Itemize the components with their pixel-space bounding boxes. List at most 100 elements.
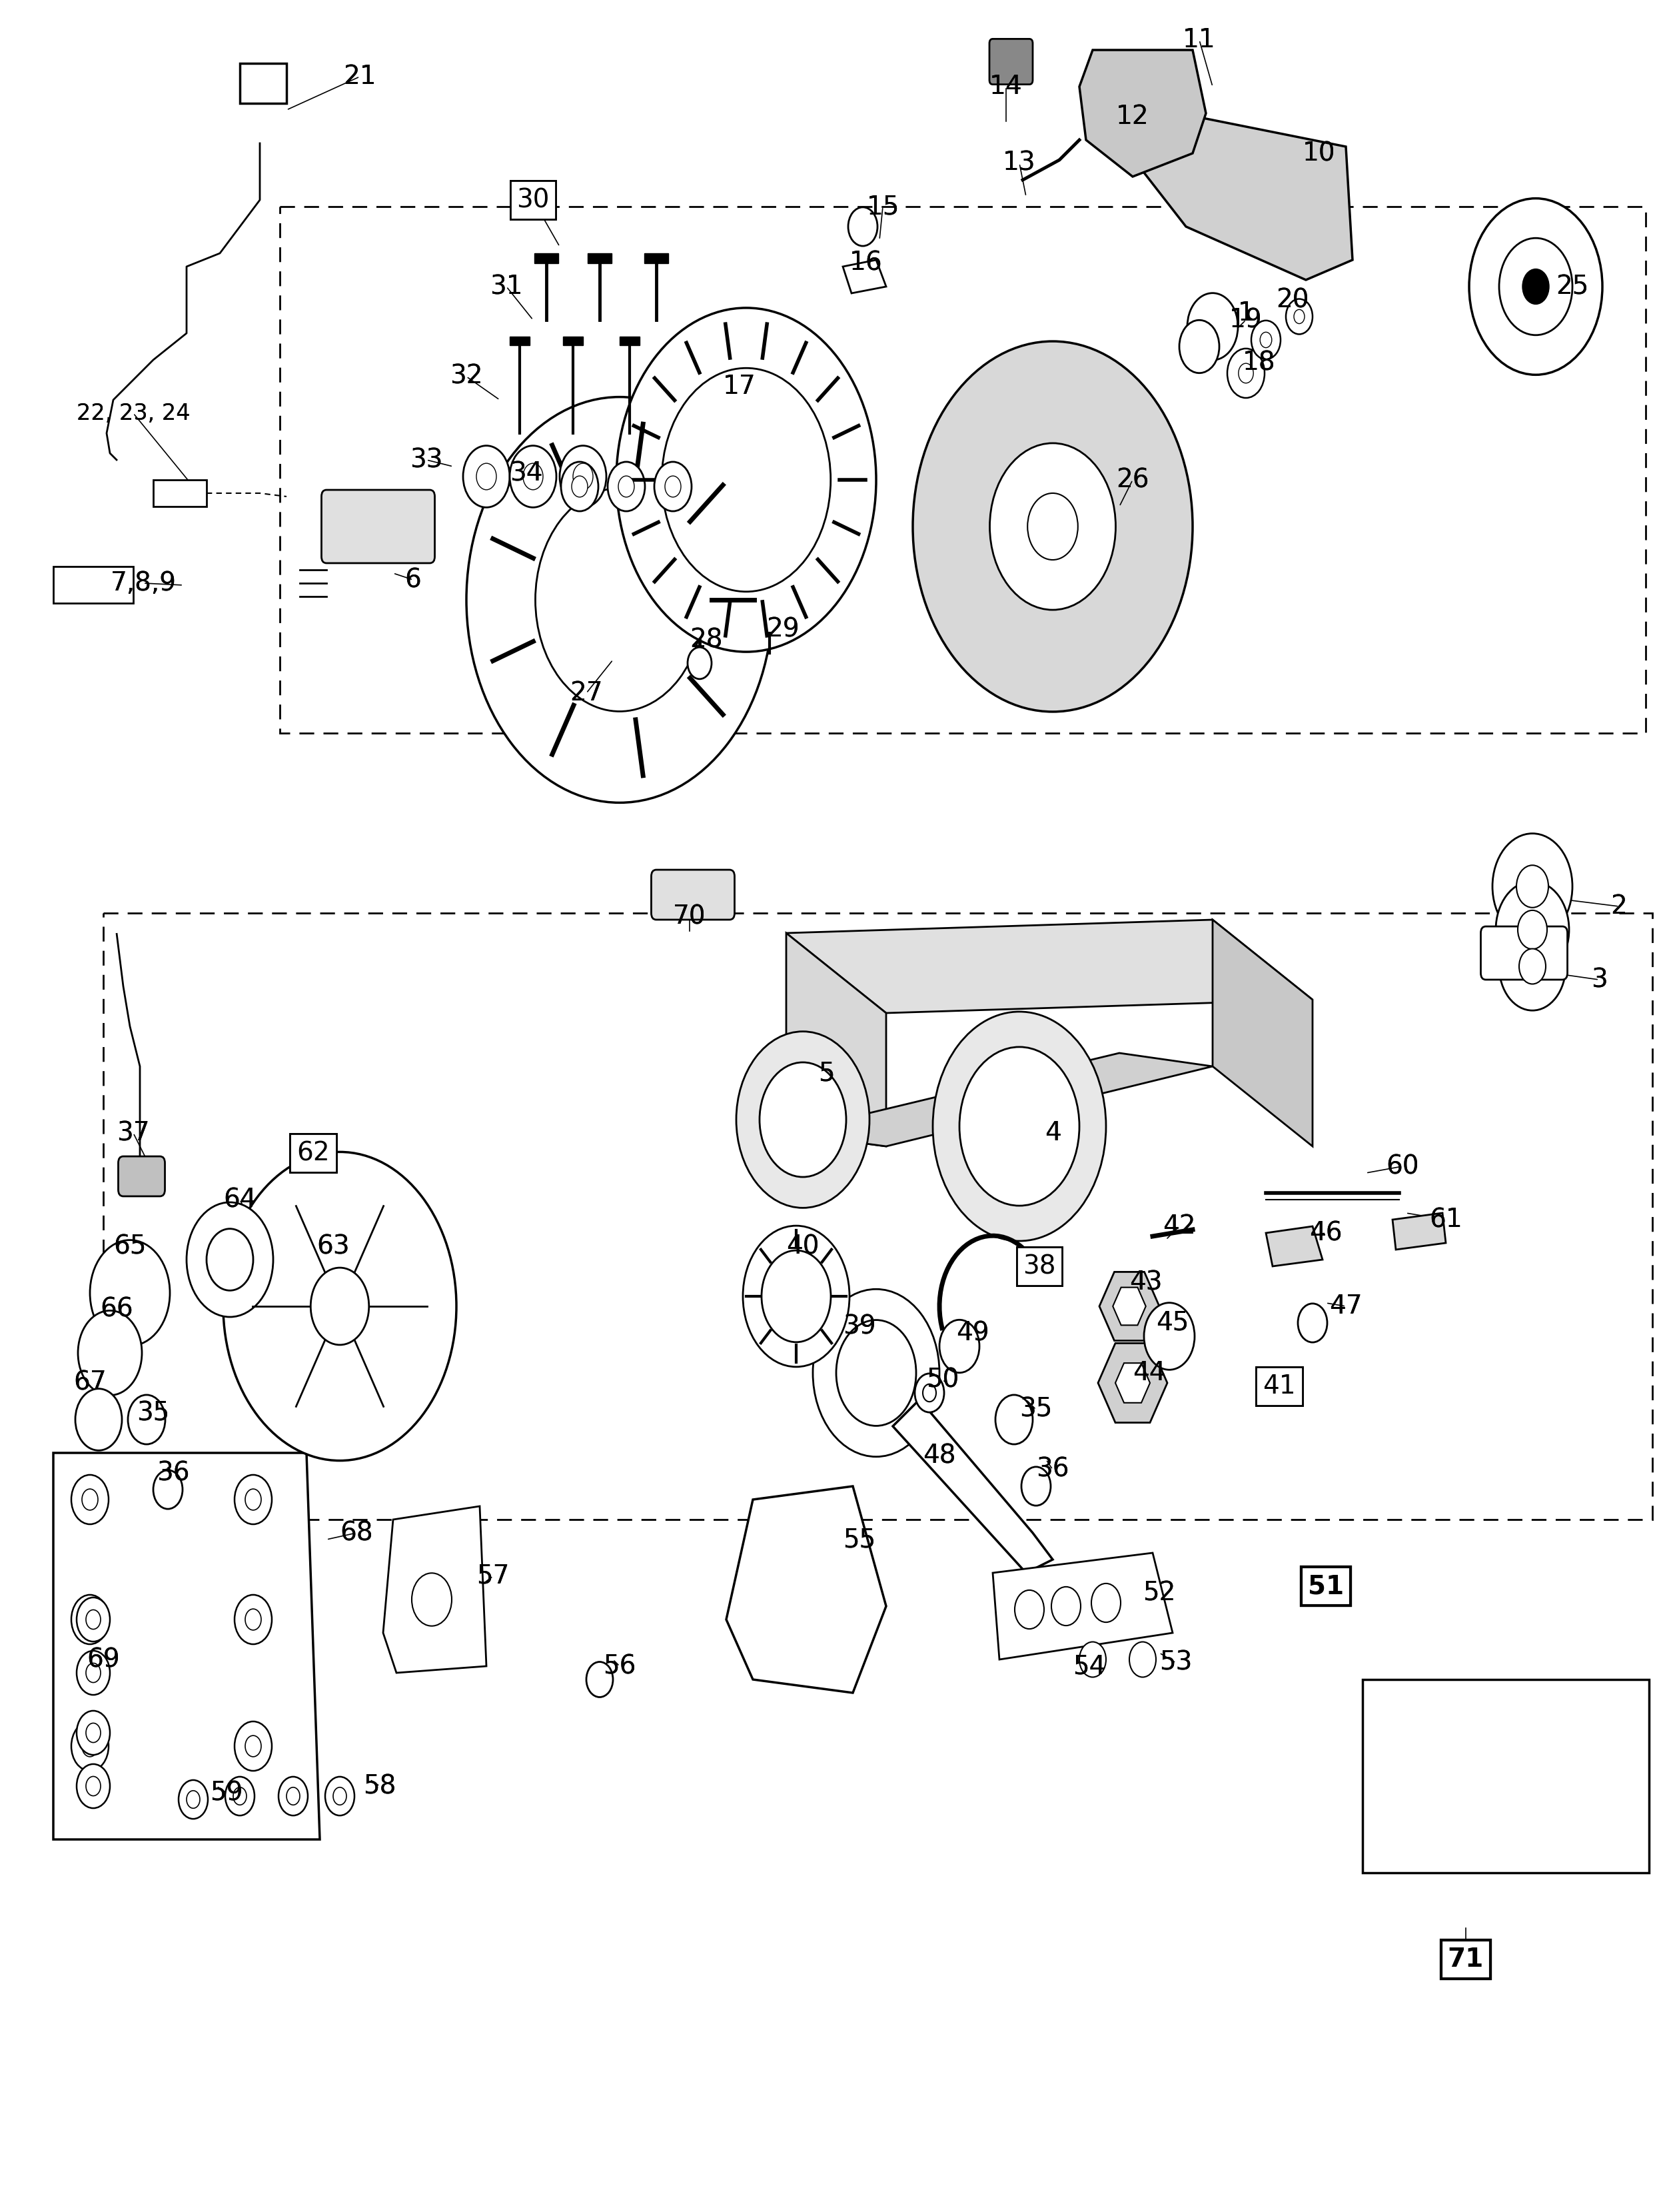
Text: 1: 1 [1238, 301, 1255, 325]
Text: 61: 61 [1429, 1208, 1462, 1232]
Circle shape [77, 1597, 110, 1641]
Text: 35: 35 [1019, 1398, 1053, 1422]
Circle shape [1238, 363, 1253, 383]
Text: 38: 38 [1023, 1254, 1056, 1279]
FancyBboxPatch shape [119, 1157, 165, 1197]
Text: 46: 46 [1310, 1221, 1342, 1245]
Text: 29: 29 [767, 617, 799, 641]
Polygon shape [510, 336, 530, 345]
Polygon shape [1213, 920, 1312, 1146]
Circle shape [85, 1663, 100, 1683]
Polygon shape [892, 1400, 1053, 1573]
Text: 64: 64 [224, 1188, 256, 1212]
Circle shape [1260, 332, 1272, 347]
Polygon shape [53, 1453, 319, 1840]
Text: 51: 51 [1308, 1573, 1343, 1599]
Text: 49: 49 [956, 1321, 989, 1345]
Text: 62: 62 [297, 1141, 329, 1166]
Circle shape [234, 1787, 247, 1805]
Text: 40: 40 [787, 1234, 819, 1259]
Circle shape [687, 648, 712, 679]
Text: 36: 36 [1036, 1458, 1069, 1482]
Text: 49: 49 [956, 1321, 989, 1345]
Text: 29: 29 [767, 617, 799, 641]
Text: 37: 37 [117, 1119, 150, 1146]
Text: 69: 69 [87, 1648, 120, 1672]
Polygon shape [1392, 1212, 1445, 1250]
Text: 37: 37 [117, 1119, 150, 1146]
Text: 28: 28 [690, 628, 724, 653]
Circle shape [812, 1290, 939, 1458]
Circle shape [476, 462, 496, 489]
Circle shape [82, 1489, 99, 1511]
Text: 19: 19 [1230, 307, 1263, 332]
Circle shape [187, 1203, 272, 1316]
Text: 51: 51 [1308, 1573, 1343, 1599]
Circle shape [82, 1608, 99, 1630]
Circle shape [989, 442, 1116, 611]
Circle shape [1522, 270, 1549, 305]
Circle shape [311, 1267, 369, 1345]
Text: 65: 65 [114, 1234, 147, 1259]
Circle shape [914, 1374, 944, 1411]
Text: 16: 16 [849, 250, 882, 276]
Circle shape [411, 1573, 451, 1626]
Text: 26: 26 [1116, 467, 1150, 493]
Text: 45: 45 [1156, 1310, 1190, 1336]
Circle shape [286, 1787, 299, 1805]
Circle shape [1079, 1641, 1106, 1677]
Circle shape [608, 462, 645, 511]
Text: 50: 50 [926, 1367, 959, 1391]
Circle shape [234, 1475, 272, 1524]
Text: 21: 21 [343, 64, 376, 88]
Text: 15: 15 [866, 195, 899, 219]
Circle shape [1287, 299, 1312, 334]
Text: 71: 71 [1447, 1947, 1484, 1973]
Circle shape [996, 1396, 1033, 1444]
Text: 27: 27 [570, 681, 603, 706]
Text: 30: 30 [516, 188, 550, 212]
Circle shape [77, 1765, 110, 1807]
Text: 56: 56 [603, 1655, 637, 1679]
Circle shape [77, 1710, 110, 1754]
Text: 54: 54 [1073, 1655, 1106, 1679]
Text: 4: 4 [1044, 1119, 1061, 1146]
Circle shape [523, 462, 543, 489]
Circle shape [1188, 292, 1238, 361]
Text: 61: 61 [1429, 1208, 1462, 1232]
Circle shape [224, 1152, 456, 1460]
Text: 32: 32 [449, 365, 483, 389]
Circle shape [326, 1776, 354, 1816]
Text: 36: 36 [157, 1460, 190, 1486]
Polygon shape [785, 1053, 1213, 1146]
Circle shape [246, 1736, 261, 1756]
Text: 34: 34 [510, 460, 543, 487]
Polygon shape [1113, 1287, 1146, 1325]
Circle shape [1014, 1590, 1044, 1628]
Circle shape [179, 1781, 207, 1818]
Polygon shape [993, 1553, 1173, 1659]
Polygon shape [620, 336, 640, 345]
Text: 22, 23, 24: 22, 23, 24 [77, 403, 190, 425]
Circle shape [1492, 834, 1572, 940]
Text: 66: 66 [100, 1296, 134, 1323]
Polygon shape [563, 336, 583, 345]
Circle shape [1298, 1303, 1327, 1343]
Circle shape [573, 462, 593, 489]
Polygon shape [588, 252, 612, 263]
Text: 56: 56 [603, 1655, 637, 1679]
Text: 39: 39 [842, 1314, 876, 1338]
FancyBboxPatch shape [321, 489, 434, 564]
Circle shape [246, 1608, 261, 1630]
Text: 52: 52 [1143, 1579, 1176, 1606]
Text: 67: 67 [74, 1369, 107, 1396]
Text: 4: 4 [1044, 1119, 1061, 1146]
Circle shape [85, 1776, 100, 1796]
Text: 13: 13 [1003, 150, 1036, 177]
Circle shape [1496, 880, 1569, 978]
Text: 63: 63 [316, 1234, 349, 1259]
Circle shape [912, 341, 1193, 712]
Text: 25: 25 [1556, 274, 1589, 299]
Text: 57: 57 [476, 1564, 510, 1588]
Circle shape [279, 1776, 307, 1816]
